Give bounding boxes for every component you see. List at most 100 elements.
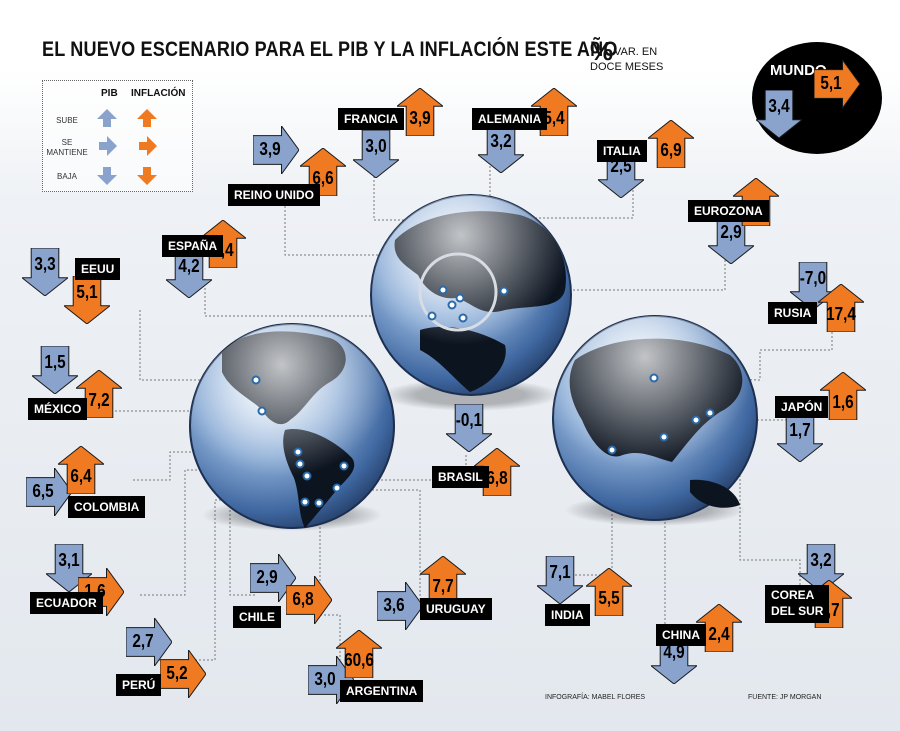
unit-line-2: DOCE MESES (590, 61, 664, 73)
gdp-arrow-francia-value: 3,0 (365, 136, 387, 156)
location-markers (251, 285, 715, 508)
inflation-arrow-chile-value: 6,8 (292, 589, 314, 609)
world-label: MUNDO (770, 62, 827, 79)
inflation-arrow-chile: 6,8 (286, 576, 332, 624)
country-label-reino-unido: REINO UNIDO (228, 184, 321, 206)
legend-label-down: BAJA (56, 172, 77, 181)
country-label-line-2: DEL SUR (771, 604, 824, 618)
legend-down-arrows (97, 167, 157, 185)
gdp-arrow-uruguay: 3,6 (377, 582, 423, 630)
gdp-arrow-corea-del-sur: 3,2 (798, 544, 844, 592)
gdp-arrow-colombia-value: 6,5 (32, 481, 54, 501)
country-label-brasil: BRASIL (432, 466, 489, 488)
country-label-francia: FRANCIA (338, 108, 404, 130)
inflation-arrow-francia: 3,9 (397, 88, 443, 136)
world-inflation-arrow-value: 5,1 (820, 73, 842, 93)
gdp-arrow-eeuu: 3,3 (22, 248, 68, 296)
gdp-arrow-india: 7,1 (537, 556, 583, 604)
gdp-arrow-eurozona-value: 2,9 (720, 222, 742, 242)
country-label-china: CHINA (656, 624, 706, 646)
inflation-arrow-uruguay-value: 7,7 (432, 576, 454, 596)
gdp-arrow-uruguay-value: 3,6 (383, 595, 405, 615)
country-label-espana: ESPAÑA (162, 235, 224, 257)
country-label-corea-del-sur: COREA DEL SUR (765, 585, 830, 623)
country-label-india: INDIA (545, 604, 590, 626)
inflation-arrow-francia-value: 3,9 (409, 108, 431, 128)
country-label-eeuu: EEUU (75, 258, 121, 280)
inflation-arrow-alemania-value: 5,4 (543, 108, 565, 128)
country-label-japon: JAPÓN (775, 396, 829, 418)
inflation-arrow-japon: 1,6 (820, 372, 866, 420)
inflation-arrow-rusia: 17,4 (818, 284, 864, 332)
legend-header-gdp: PIB (101, 88, 118, 99)
legend-label-up: SUBE (56, 116, 78, 125)
inflation-arrow-mexico-value: 7,2 (88, 390, 110, 410)
country-label-italia: ITALIA (597, 140, 647, 162)
gdp-arrow-reino-unido-value: 3,9 (259, 139, 281, 159)
legend-arrows (97, 109, 157, 185)
gdp-arrow-brasil-value: -0,1 (455, 410, 483, 430)
legend-label-steady: SE MANTIENE (46, 138, 88, 157)
inflation-arrow-uruguay: 7,7 (420, 556, 466, 604)
gdp-arrow-china: 4,9 (651, 636, 697, 684)
page-title: EL NUEVO ESCENARIO PARA EL PIB Y LA INFL… (42, 38, 618, 61)
gdp-arrow-alemania-value: 3,2 (490, 131, 512, 151)
inflation-arrow-reino-unido-value: 6,6 (312, 168, 334, 188)
gdp-arrow-india-value: 7,1 (549, 562, 571, 582)
world-gdp-arrow: 3,4 (756, 90, 802, 138)
country-label-mexico: MÉXICO (28, 398, 88, 420)
legend-up-arrows (97, 109, 157, 127)
inflation-arrow-eeuu: 5,1 (64, 276, 110, 324)
inflation-arrow-rusia-value: 17,4 (826, 304, 856, 324)
gdp-arrow-alemania: 3,2 (478, 125, 524, 173)
gdp-arrow-espana: 4,2 (166, 250, 212, 298)
legend: PIB INFLACIÓN SUBE SE MANTIENE BAJA (42, 80, 193, 192)
inflation-arrow-mexico: 7,2 (76, 370, 122, 418)
country-label-chile: CHILE (233, 606, 281, 628)
unit-line-1: VAR. EN (614, 46, 658, 58)
inflation-arrow-colombia: 6,4 (58, 446, 104, 494)
inflation-arrow-brasil-value: 6,8 (486, 468, 508, 488)
inflation-arrow-colombia-value: 6,4 (70, 466, 92, 486)
inflation-arrow-japon-value: 1,6 (832, 392, 854, 412)
country-label-line-1: COREA (771, 588, 815, 602)
country-label-rusia: RUSIA (768, 302, 818, 324)
gdp-arrow-eeuu-value: 3,3 (34, 254, 56, 274)
inflation-arrow-italia-value: 6,9 (660, 140, 682, 160)
inflation-arrow-china: 2,4 (696, 604, 742, 652)
inflation-arrow-argentina-value: 60,6 (344, 650, 374, 670)
gdp-arrow-chile: 2,9 (250, 554, 296, 602)
gdp-arrow-japon-value: 1,7 (789, 420, 811, 440)
gdp-arrow-mexico: 1,5 (32, 346, 78, 394)
inflation-arrow-india-value: 5,5 (598, 588, 620, 608)
inflation-arrow-india: 5,5 (586, 568, 632, 616)
gdp-arrow-corea-del-sur-value: 3,2 (810, 550, 832, 570)
percent-symbol: % (590, 36, 614, 66)
inflation-arrow-italia: 6,9 (648, 120, 694, 168)
country-label-peru: PERÚ (116, 674, 162, 696)
world-gdp-arrow-value: 3,4 (768, 96, 790, 116)
gdp-arrow-chile-value: 2,9 (256, 567, 278, 587)
gdp-arrow-rusia-value: -7,0 (799, 268, 827, 288)
gdp-arrow-argentina-value: 3,0 (314, 669, 336, 689)
gdp-arrow-colombia: 6,5 (26, 468, 72, 516)
credits: INFOGRAFÍA: MABEL FLORES (545, 694, 646, 701)
legend-steady-arrows (99, 136, 157, 156)
gdp-arrow-peru-value: 2,7 (132, 631, 154, 651)
inflation-arrow-eeuu-value: 5,1 (76, 282, 98, 302)
legend-header-inflation: INFLACIÓN (131, 88, 186, 99)
country-label-argentina: ARGENTINA (340, 680, 424, 702)
gdp-arrow-peru: 2,7 (126, 618, 172, 666)
gdp-arrow-mexico-value: 1,5 (44, 352, 66, 372)
inflation-arrow-peru-value: 5,2 (166, 663, 188, 683)
inflation-arrow-china-value: 2,4 (708, 624, 730, 644)
inflation-arrow-argentina: 60,6 (336, 630, 382, 678)
gdp-arrow-francia: 3,0 (353, 130, 399, 178)
gdp-arrow-espana-value: 4,2 (178, 256, 200, 276)
source: FUENTE: JP MORGAN (748, 694, 822, 701)
gdp-arrow-china-value: 4,9 (663, 642, 685, 662)
world-inflation-arrow: 5,1 (814, 60, 860, 108)
gdp-arrow-brasil: -0,1 (446, 404, 492, 452)
